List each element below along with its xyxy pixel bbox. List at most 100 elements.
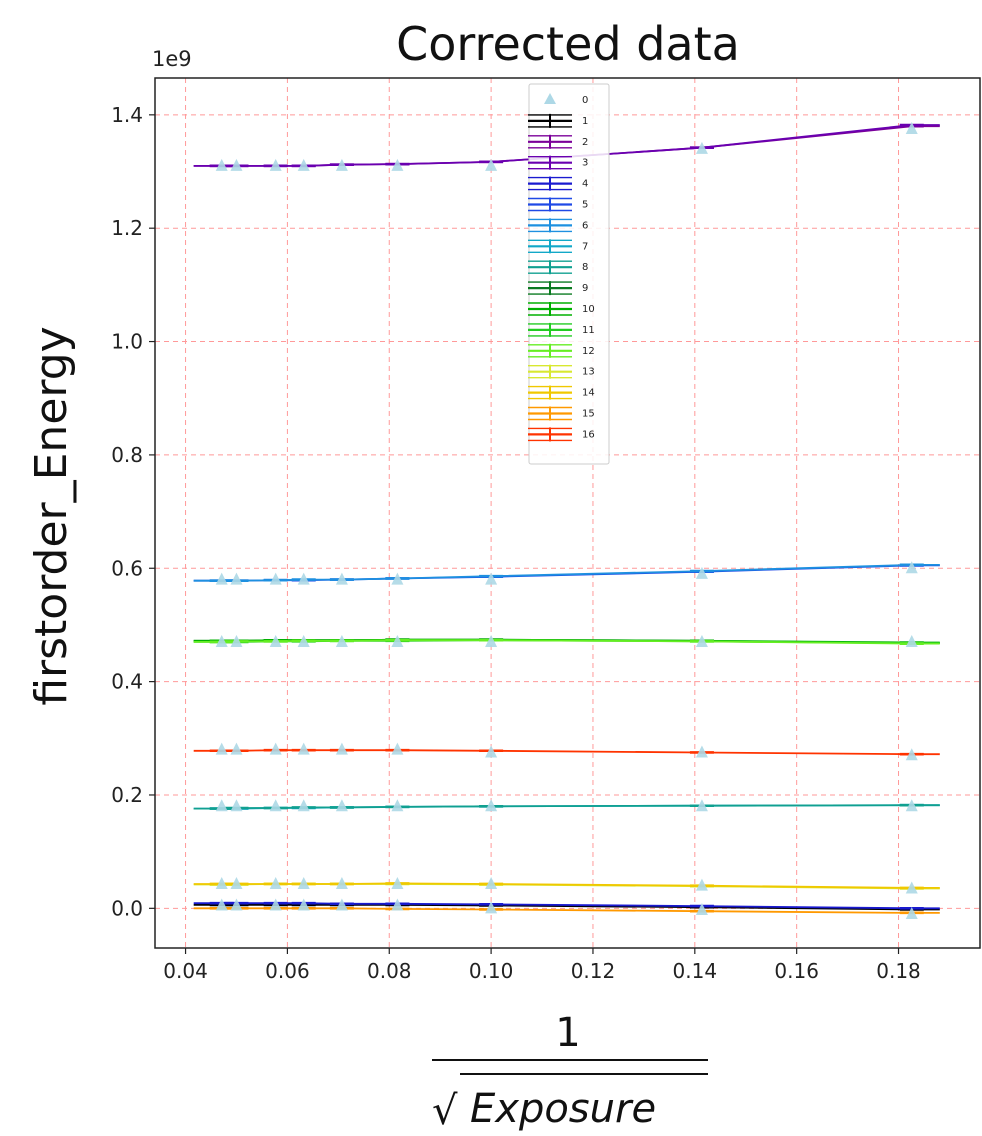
- data-marker: [335, 799, 348, 812]
- x-axis-ticks: 0.04 0.06 0.08 0.10 0.12 0.14 0.16 0.18: [163, 948, 921, 983]
- data-marker: [297, 158, 310, 171]
- legend-marker-0: [544, 93, 556, 104]
- legend-label: 12: [582, 346, 595, 357]
- x-tick-label: 0.10: [469, 959, 514, 983]
- legend-label: 5: [582, 200, 588, 211]
- data-marker: [335, 572, 348, 585]
- x-tick-label: 0.14: [673, 959, 718, 983]
- x-tick-label: 0.16: [774, 959, 819, 983]
- x-label-numerator: 1: [555, 1010, 580, 1056]
- x-axis-label: 1 √ Exposure: [432, 1010, 708, 1134]
- chart-title: Corrected data: [396, 17, 740, 71]
- data-marker: [335, 634, 348, 647]
- x-tick-label: 0.12: [571, 959, 616, 983]
- data-marker: [485, 901, 498, 914]
- data-marker: [485, 876, 498, 889]
- data-marker: [391, 799, 404, 812]
- data-marker: [905, 881, 918, 894]
- data-marker: [269, 572, 282, 585]
- y-axis-ticks: 0.0 0.2 0.4 0.6 0.8 1.0 1.2 1.4: [111, 103, 155, 920]
- data-marker: [485, 572, 498, 585]
- data-marker: [215, 572, 228, 585]
- x-tick-label: 0.18: [876, 959, 921, 983]
- y-tick-label: 1.0: [111, 330, 143, 354]
- x-tick-label: 0.08: [367, 959, 412, 983]
- data-marker: [905, 634, 918, 647]
- data-marker: [335, 898, 348, 911]
- data-marker: [297, 898, 310, 911]
- data-marker: [905, 561, 918, 574]
- y-tick-label: 0.0: [111, 896, 143, 920]
- y-offset-label: 1e9: [152, 47, 192, 71]
- data-marker: [905, 906, 918, 919]
- data-marker: [905, 748, 918, 761]
- data-marker: [335, 876, 348, 889]
- y-tick-label: 1.2: [111, 216, 143, 240]
- data-marker: [215, 158, 228, 171]
- legend-label: 11: [582, 325, 595, 336]
- legend-label: 9: [582, 283, 588, 294]
- legend-label: 13: [582, 367, 595, 378]
- data-marker: [215, 876, 228, 889]
- legend-label: 0: [582, 95, 588, 106]
- data-marker: [485, 745, 498, 758]
- legend-label: 14: [582, 388, 595, 399]
- data-marker: [391, 898, 404, 911]
- y-tick-label: 1.4: [111, 103, 143, 127]
- data-marker: [335, 158, 348, 171]
- y-tick-label: 0.8: [111, 443, 143, 467]
- data-marker: [695, 745, 708, 758]
- data-marker: [297, 634, 310, 647]
- data-marker: [230, 572, 243, 585]
- data-marker: [391, 572, 404, 585]
- data-marker: [230, 634, 243, 647]
- data-marker: [297, 742, 310, 755]
- markers-layer: [215, 122, 918, 919]
- legend-label: 6: [582, 220, 588, 231]
- y-tick-label: 0.6: [111, 556, 143, 580]
- x-label-radical: √: [432, 1088, 458, 1134]
- data-marker: [230, 876, 243, 889]
- data-marker: [695, 878, 708, 891]
- data-marker: [695, 799, 708, 812]
- x-tick-label: 0.04: [163, 959, 208, 983]
- data-marker: [230, 799, 243, 812]
- x-label-denominator: Exposure: [470, 1086, 656, 1132]
- data-marker: [230, 898, 243, 911]
- data-marker: [905, 122, 918, 135]
- data-marker: [391, 742, 404, 755]
- data-marker: [269, 158, 282, 171]
- data-marker: [391, 158, 404, 171]
- legend-label: 3: [582, 158, 588, 169]
- data-marker: [335, 742, 348, 755]
- legend-label: 4: [582, 179, 588, 190]
- data-marker: [695, 634, 708, 647]
- data-marker: [297, 799, 310, 812]
- data-marker: [215, 634, 228, 647]
- data-marker: [695, 903, 708, 916]
- y-tick-label: 0.4: [111, 670, 143, 694]
- plot-frame: [154, 77, 981, 949]
- data-marker: [230, 158, 243, 171]
- legend-label: 7: [582, 241, 588, 252]
- data-marker: [269, 742, 282, 755]
- data-marker: [391, 634, 404, 647]
- data-marker: [485, 158, 498, 171]
- data-marker: [215, 898, 228, 911]
- legend-label: 16: [582, 429, 595, 440]
- data-marker: [391, 876, 404, 889]
- data-marker: [297, 572, 310, 585]
- data-marker: [269, 876, 282, 889]
- legend-label: 8: [582, 262, 588, 273]
- grid-lines: [155, 78, 980, 948]
- data-marker: [297, 876, 310, 889]
- data-marker: [215, 742, 228, 755]
- y-tick-label: 0.2: [111, 783, 143, 807]
- data-marker: [695, 566, 708, 579]
- x-tick-label: 0.06: [265, 959, 310, 983]
- legend-label: 1: [582, 116, 588, 127]
- data-marker: [269, 634, 282, 647]
- data-marker: [269, 799, 282, 812]
